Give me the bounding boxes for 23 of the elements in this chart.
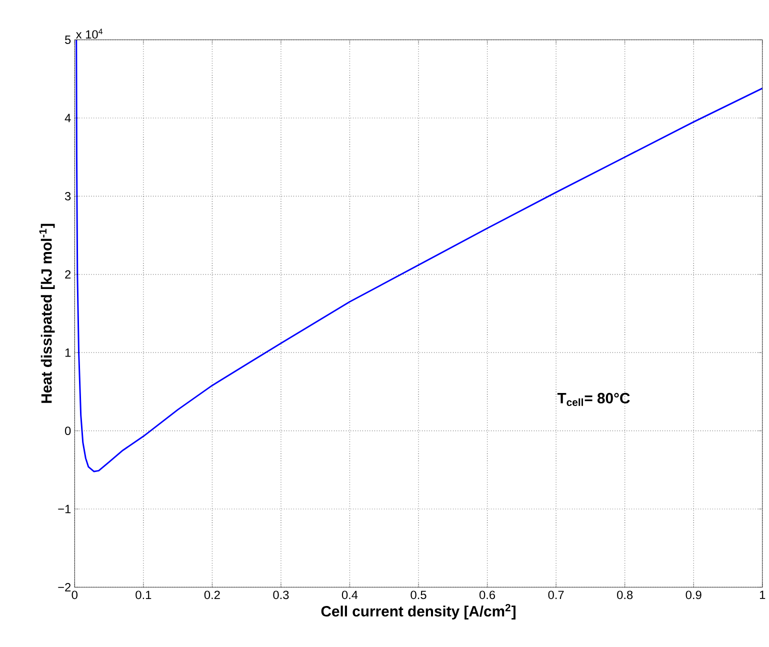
y-tick-label: 5: [65, 36, 71, 44]
x-tick-label: 0.1: [136, 590, 152, 600]
x-tick-label: 0.3: [273, 590, 289, 600]
x-tick-label: 0: [72, 590, 78, 600]
x-axis-title: Cell current density [A/cm$^{2}$]: [321, 604, 516, 620]
x-tick-label: 1: [760, 590, 766, 599]
annotation: T$_{cell}$= 80°C: [557, 392, 630, 406]
text: x 10$^{4}$: [76, 28, 103, 39]
y-tick-label: 3: [64, 192, 71, 200]
x-tick-label: 0.2: [204, 590, 220, 600]
y-tick-label: −2: [58, 583, 71, 592]
x-tick-label: 0.6: [479, 590, 496, 600]
x-tick-label: 0.5: [410, 590, 426, 600]
y-tick-label: 0: [64, 426, 71, 436]
y-tick-label: 1: [65, 348, 71, 357]
y-tick-label: 2: [65, 270, 71, 279]
y-tick-label: −1: [58, 504, 71, 514]
x-tick-label: 0.7: [548, 590, 564, 600]
x-tick-label: 0.9: [686, 590, 702, 600]
x-tick-label: 0.4: [342, 590, 358, 600]
y-tick-label: 4: [64, 114, 71, 122]
y-axis-title: Heat dissipated [kJ mol$^{-1}$]: [39, 224, 55, 403]
x-tick-label: 0.8: [617, 590, 633, 600]
